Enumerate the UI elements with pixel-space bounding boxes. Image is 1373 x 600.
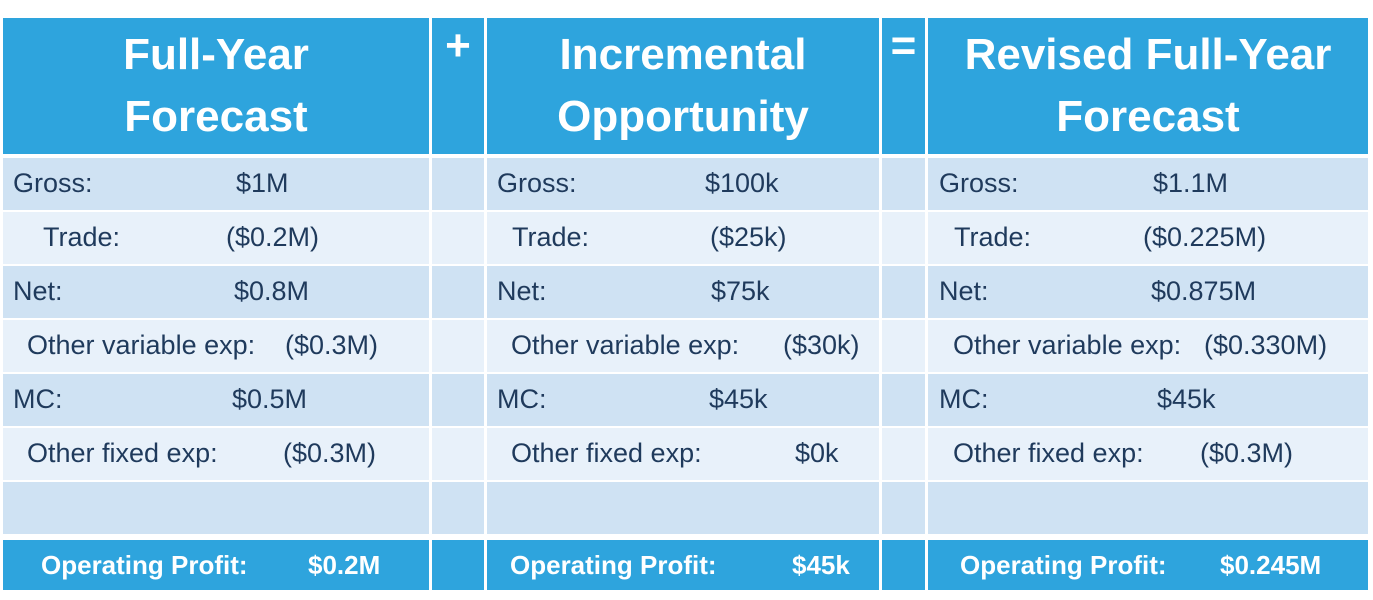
- header-line-2: Forecast: [124, 92, 308, 141]
- table-row: Gross: $1M: [3, 158, 429, 210]
- table-row: Gross: $1.1M: [928, 158, 1368, 210]
- spacer-cell: [432, 428, 484, 480]
- header-incremental-opportunity: Incremental Opportunity: [487, 18, 879, 154]
- header-line-2: Forecast: [1056, 92, 1240, 141]
- spacer-cell: [882, 540, 925, 590]
- table-row: Other variable exp: ($0.3M): [3, 320, 429, 372]
- table-row: Net: $0.8M: [3, 266, 429, 318]
- row-value: $45k: [709, 384, 768, 414]
- row-value: $100k: [705, 168, 779, 198]
- row-value: ($0.225M): [1143, 222, 1267, 252]
- spacer-cell: [432, 320, 484, 372]
- operating-profit-row: Operating Profit: $0.245M: [928, 540, 1368, 590]
- table-row: MC: $45k: [928, 374, 1368, 426]
- row-value: $0.8M: [234, 276, 310, 306]
- header-line-1: Revised Full-Year: [964, 30, 1332, 79]
- operating-profit-row: Operating Profit: $45k: [487, 540, 879, 590]
- row-label: MC:: [939, 384, 989, 414]
- operating-profit-value: $0.245M: [1220, 550, 1322, 580]
- row-value: ($25k): [710, 222, 787, 252]
- empty-row: [3, 482, 429, 534]
- row-label: Net:: [497, 276, 547, 306]
- table-row: Net: $75k: [487, 266, 879, 318]
- empty-row: [928, 482, 1368, 534]
- row-value: $1.1M: [1153, 168, 1229, 198]
- row-label: Other fixed exp:: [953, 438, 1144, 468]
- header-full-year-forecast: Full-Year Forecast: [3, 18, 429, 154]
- row-label: Net:: [13, 276, 63, 306]
- row-label: Trade:: [43, 222, 121, 252]
- header-revised-full-year-forecast: Revised Full-Year Forecast: [928, 18, 1368, 154]
- row-label: Other fixed exp:: [27, 438, 218, 468]
- operating-profit-label: Operating Profit:: [510, 550, 717, 580]
- row-value: $75k: [711, 276, 770, 306]
- row-value: $0k: [795, 438, 839, 468]
- row-label: Other fixed exp:: [511, 438, 702, 468]
- spacer-cell: [882, 266, 925, 318]
- equals-operator: =: [882, 18, 925, 154]
- header-line-2: Opportunity: [557, 92, 809, 141]
- table-row: Other fixed exp: ($0.3M): [928, 428, 1368, 480]
- row-value: ($0.3M): [1200, 438, 1294, 468]
- row-label: Gross:: [497, 168, 577, 198]
- spacer-cell: [882, 320, 925, 372]
- row-value: $1M: [236, 168, 289, 198]
- operating-profit-label: Operating Profit:: [41, 550, 248, 580]
- spacer-cell: [432, 540, 484, 590]
- row-value: ($30k): [783, 330, 860, 360]
- row-value: ($0.3M): [285, 330, 379, 360]
- row-label: Trade:: [954, 222, 1032, 252]
- row-label: Other variable exp:: [953, 330, 1182, 360]
- table-row: MC: $0.5M: [3, 374, 429, 426]
- table-row: Other variable exp: ($0.330M): [928, 320, 1368, 372]
- row-label: Net:: [939, 276, 989, 306]
- table-row: MC: $45k: [487, 374, 879, 426]
- row-value: ($0.2M): [226, 222, 320, 252]
- row-value: $0.5M: [232, 384, 308, 414]
- row-label: Gross:: [13, 168, 93, 198]
- spacer-cell: [882, 482, 925, 534]
- operating-profit-value: $0.2M: [308, 550, 381, 580]
- row-label: Other variable exp:: [511, 330, 740, 360]
- table-row: Other fixed exp: ($0.3M): [3, 428, 429, 480]
- table-row: Other fixed exp: $0k: [487, 428, 879, 480]
- operating-profit-row: Operating Profit: $0.2M: [3, 540, 429, 590]
- row-label: MC:: [497, 384, 547, 414]
- table-row: Net: $0.875M: [928, 266, 1368, 318]
- spacer-cell: [432, 374, 484, 426]
- spacer-cell: [882, 212, 925, 264]
- row-label: Gross:: [939, 168, 1019, 198]
- plus-operator: +: [432, 18, 484, 154]
- row-label: Other variable exp:: [27, 330, 256, 360]
- empty-row: [487, 482, 879, 534]
- operating-profit-value: $45k: [792, 550, 850, 580]
- table-row: Trade: ($25k): [487, 212, 879, 264]
- header-line-1: Full-Year: [123, 30, 309, 79]
- spacer-cell: [432, 482, 484, 534]
- spacer-cell: [432, 212, 484, 264]
- row-value: ($0.330M): [1204, 330, 1328, 360]
- spacer-cell: [882, 374, 925, 426]
- spacer-cell: [882, 428, 925, 480]
- plus-sign: +: [445, 21, 471, 70]
- equals-sign: =: [890, 21, 917, 70]
- row-value: ($0.3M): [283, 438, 377, 468]
- table-row: Other variable exp: ($30k): [487, 320, 879, 372]
- row-value: $45k: [1157, 384, 1216, 414]
- spacer-cell: [432, 158, 484, 210]
- operating-profit-label: Operating Profit:: [960, 550, 1167, 580]
- spacer-cell: [432, 266, 484, 318]
- table-row: Gross: $100k: [487, 158, 879, 210]
- row-label: Trade:: [512, 222, 590, 252]
- table-row: Trade: ($0.2M): [3, 212, 429, 264]
- row-label: MC:: [13, 384, 63, 414]
- row-value: $0.875M: [1151, 276, 1257, 306]
- table-row: Trade: ($0.225M): [928, 212, 1368, 264]
- spacer-cell: [882, 158, 925, 210]
- header-line-1: Incremental: [559, 30, 807, 79]
